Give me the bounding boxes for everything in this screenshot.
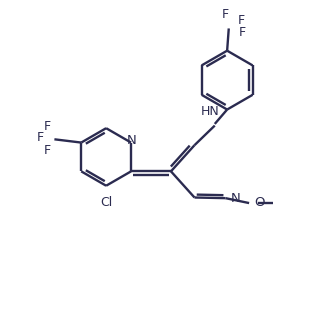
Text: F: F [221, 8, 228, 21]
Text: F: F [239, 26, 246, 39]
Text: F: F [238, 14, 245, 27]
Text: F: F [37, 131, 44, 145]
Text: Cl: Cl [100, 196, 113, 209]
Text: HN: HN [201, 105, 219, 118]
Text: F: F [44, 120, 51, 133]
Text: O: O [254, 196, 265, 209]
Text: N: N [231, 192, 241, 205]
Text: F: F [44, 144, 51, 157]
Text: N: N [127, 134, 137, 147]
